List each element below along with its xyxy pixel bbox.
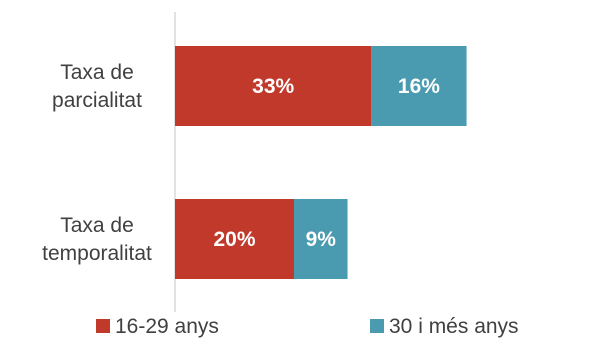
bar-value-label: 33% (252, 75, 294, 98)
bar-segment (175, 46, 372, 126)
legend-label: 16-29 anys (115, 315, 219, 338)
legend-label: 30 i més anys (389, 315, 519, 338)
bar-segment (371, 46, 467, 126)
category-label-line: Taxa de (60, 61, 134, 84)
category-label: Taxa de temporalitat (42, 214, 152, 265)
legend-swatch (96, 319, 110, 333)
category-label: Taxa de parcialitat (52, 61, 142, 112)
bar-segment (294, 199, 348, 279)
category-labels: Taxa de parcialitat Taxa de temporalitat (42, 61, 152, 265)
category-label-line: Taxa de (60, 214, 134, 237)
bar-value-label: 9% (306, 228, 337, 251)
bars (175, 46, 467, 279)
bar-data-labels: 33% 16% 20% 9% (213, 75, 440, 251)
bar-segment (175, 199, 294, 279)
category-label-line: temporalitat (42, 242, 152, 265)
legend: 16-29 anys 30 i més anys (96, 315, 519, 338)
bar-value-label: 20% (213, 228, 255, 251)
category-label-line: parcialitat (52, 89, 142, 112)
bar-value-label: 16% (398, 75, 440, 98)
legend-swatch (370, 319, 384, 333)
